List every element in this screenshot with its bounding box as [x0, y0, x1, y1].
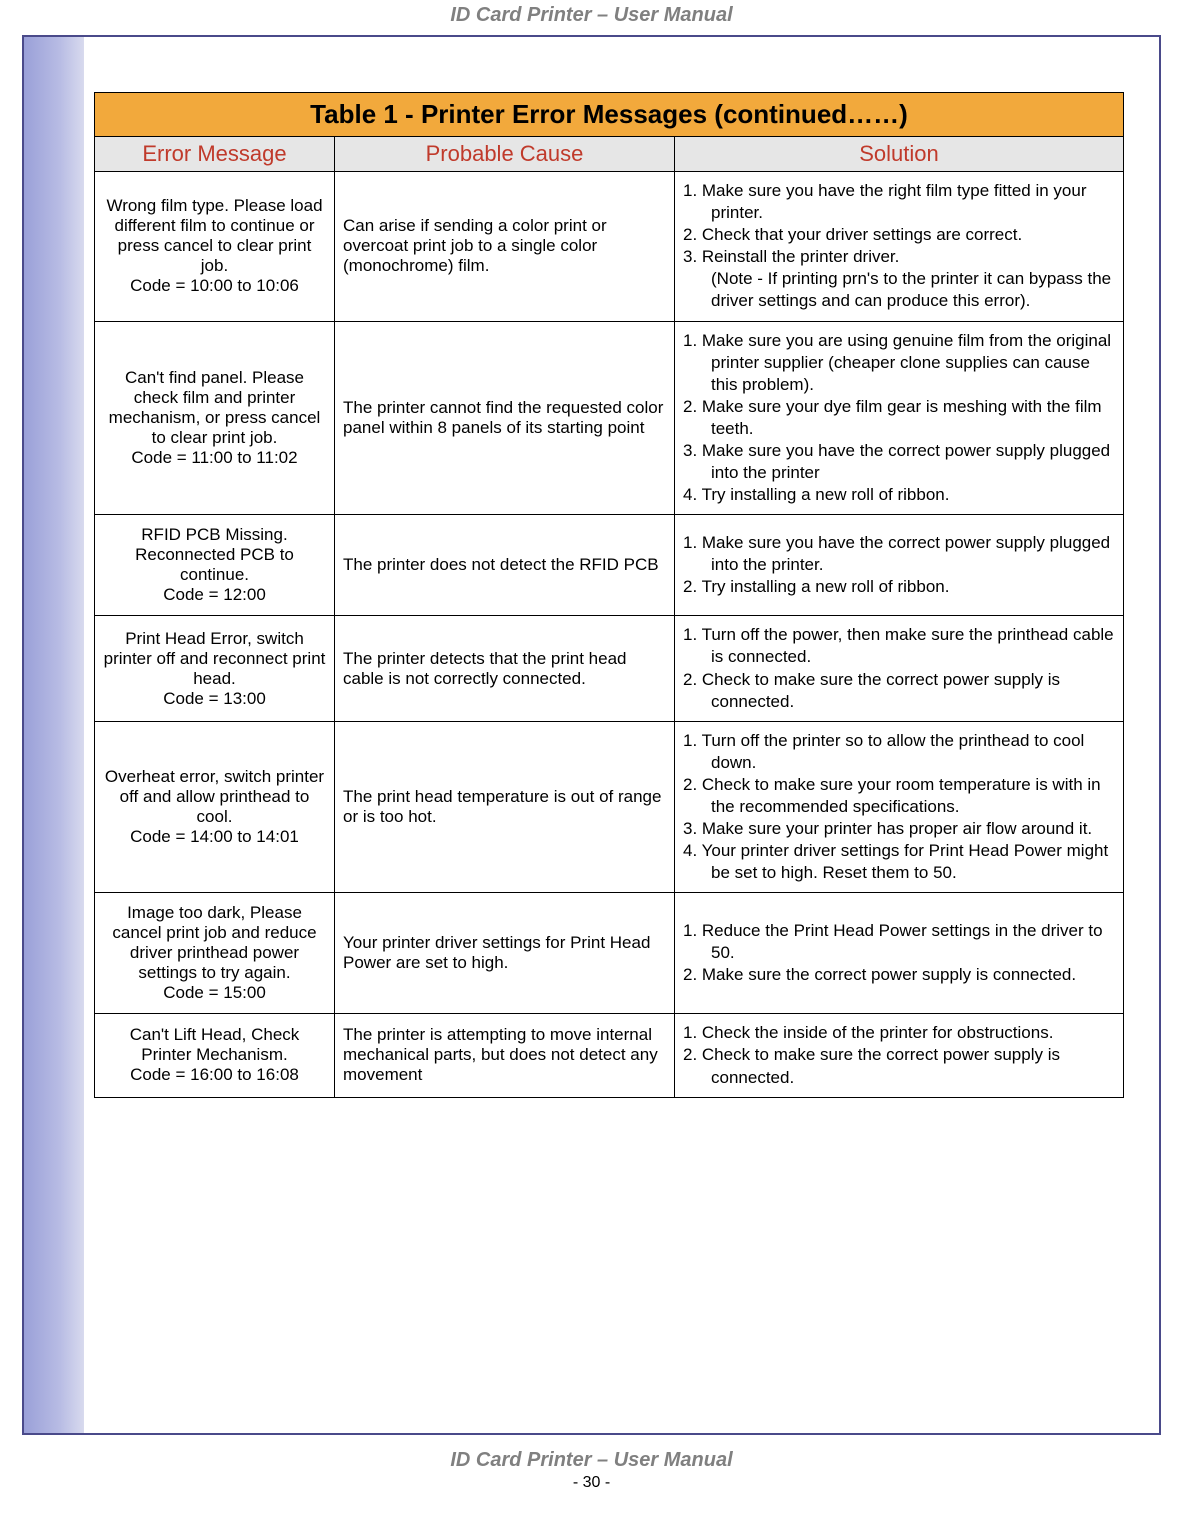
page-footer: ID Card Printer – User Manual - 30 - — [0, 1435, 1183, 1512]
solution-item: 2. Try installing a new roll of ribbon. — [683, 576, 1115, 598]
table-title-row: Table 1 - Printer Error Messages (contin… — [95, 93, 1124, 137]
solution-item: 2. Check that your driver settings are c… — [683, 224, 1115, 246]
solution-cell: 1. Reduce the Print Head Power settings … — [675, 893, 1124, 1014]
solution-item: 1. Make sure you have the correct power … — [683, 532, 1115, 576]
solution-item: 3. Make sure you have the correct power … — [683, 440, 1115, 484]
probable-cause-cell: Can arise if sending a color print or ov… — [335, 172, 675, 322]
error-message-cell: RFID PCB Missing. Reconnected PCB to con… — [95, 515, 335, 616]
solution-cell: 1. Make sure you are using genuine film … — [675, 321, 1124, 515]
col-error-message: Error Message — [95, 137, 335, 172]
col-probable-cause: Probable Cause — [335, 137, 675, 172]
solution-item: 2. Check to make sure the correct power … — [683, 1044, 1115, 1088]
probable-cause-cell: The printer cannot find the requested co… — [335, 321, 675, 515]
solution-item: 2. Make sure the correct power supply is… — [683, 964, 1115, 986]
solution-cell: 1. Make sure you have the correct power … — [675, 515, 1124, 616]
table-header-row: Error Message Probable Cause Solution — [95, 137, 1124, 172]
probable-cause-cell: The print head temperature is out of ran… — [335, 721, 675, 893]
col-solution: Solution — [675, 137, 1124, 172]
table-row: Print Head Error, switch printer off and… — [95, 616, 1124, 721]
probable-cause-cell: The printer detects that the print head … — [335, 616, 675, 721]
table-row: Image too dark, Please cancel print job … — [95, 893, 1124, 1014]
solution-item: 4. Try installing a new roll of ribbon. — [683, 484, 1115, 506]
table-title: Table 1 - Printer Error Messages (contin… — [95, 93, 1124, 137]
error-messages-table: Table 1 - Printer Error Messages (contin… — [94, 92, 1124, 1098]
footer-title: ID Card Printer – User Manual — [0, 1449, 1183, 1472]
footer-page-number: - 30 - — [0, 1474, 1183, 1492]
solution-cell: 1. Make sure you have the right film typ… — [675, 172, 1124, 322]
solution-item: 2. Make sure your dye film gear is meshi… — [683, 396, 1115, 440]
table-row: Overheat error, switch printer off and a… — [95, 721, 1124, 893]
probable-cause-cell: The printer is attempting to move intern… — [335, 1014, 675, 1097]
solution-item: 1. Check the inside of the printer for o… — [683, 1022, 1115, 1044]
error-message-cell: Image too dark, Please cancel print job … — [95, 893, 335, 1014]
page-header-title: ID Card Printer – User Manual — [0, 0, 1183, 35]
probable-cause-cell: The printer does not detect the RFID PCB — [335, 515, 675, 616]
error-message-cell: Overheat error, switch printer off and a… — [95, 721, 335, 893]
error-message-cell: Wrong film type. Please load different f… — [95, 172, 335, 322]
solution-cell: 1. Turn off the power, then make sure th… — [675, 616, 1124, 721]
solution-item: 1. Make sure you are using genuine film … — [683, 330, 1115, 396]
solution-item: 1. Turn off the power, then make sure th… — [683, 624, 1115, 668]
error-message-cell: Print Head Error, switch printer off and… — [95, 616, 335, 721]
solution-item: 2. Check to make sure the correct power … — [683, 669, 1115, 713]
solution-item: 1. Reduce the Print Head Power settings … — [683, 920, 1115, 964]
error-message-cell: Can't find panel. Please check film and … — [95, 321, 335, 515]
solution-item: 4. Your printer driver settings for Prin… — [683, 840, 1115, 884]
solution-item: 2. Check to make sure your room temperat… — [683, 774, 1115, 818]
table-row: Wrong film type. Please load different f… — [95, 172, 1124, 322]
solution-item: 1. Turn off the printer so to allow the … — [683, 730, 1115, 774]
page-frame: Table 1 - Printer Error Messages (contin… — [22, 35, 1161, 1435]
probable-cause-cell: Your printer driver settings for Print H… — [335, 893, 675, 1014]
content-area: Table 1 - Printer Error Messages (contin… — [84, 37, 1159, 1433]
left-gradient-strip — [24, 37, 84, 1433]
table-row: RFID PCB Missing. Reconnected PCB to con… — [95, 515, 1124, 616]
solution-item: 1. Make sure you have the right film typ… — [683, 180, 1115, 224]
table-row: Can't find panel. Please check film and … — [95, 321, 1124, 515]
error-message-cell: Can't Lift Head, Check Printer Mechanism… — [95, 1014, 335, 1097]
solution-item: 3. Make sure your printer has proper air… — [683, 818, 1115, 840]
solution-cell: 1. Turn off the printer so to allow the … — [675, 721, 1124, 893]
solution-item: 3. Reinstall the printer driver.(Note - … — [683, 246, 1115, 312]
table-row: Can't Lift Head, Check Printer Mechanism… — [95, 1014, 1124, 1097]
solution-cell: 1. Check the inside of the printer for o… — [675, 1014, 1124, 1097]
